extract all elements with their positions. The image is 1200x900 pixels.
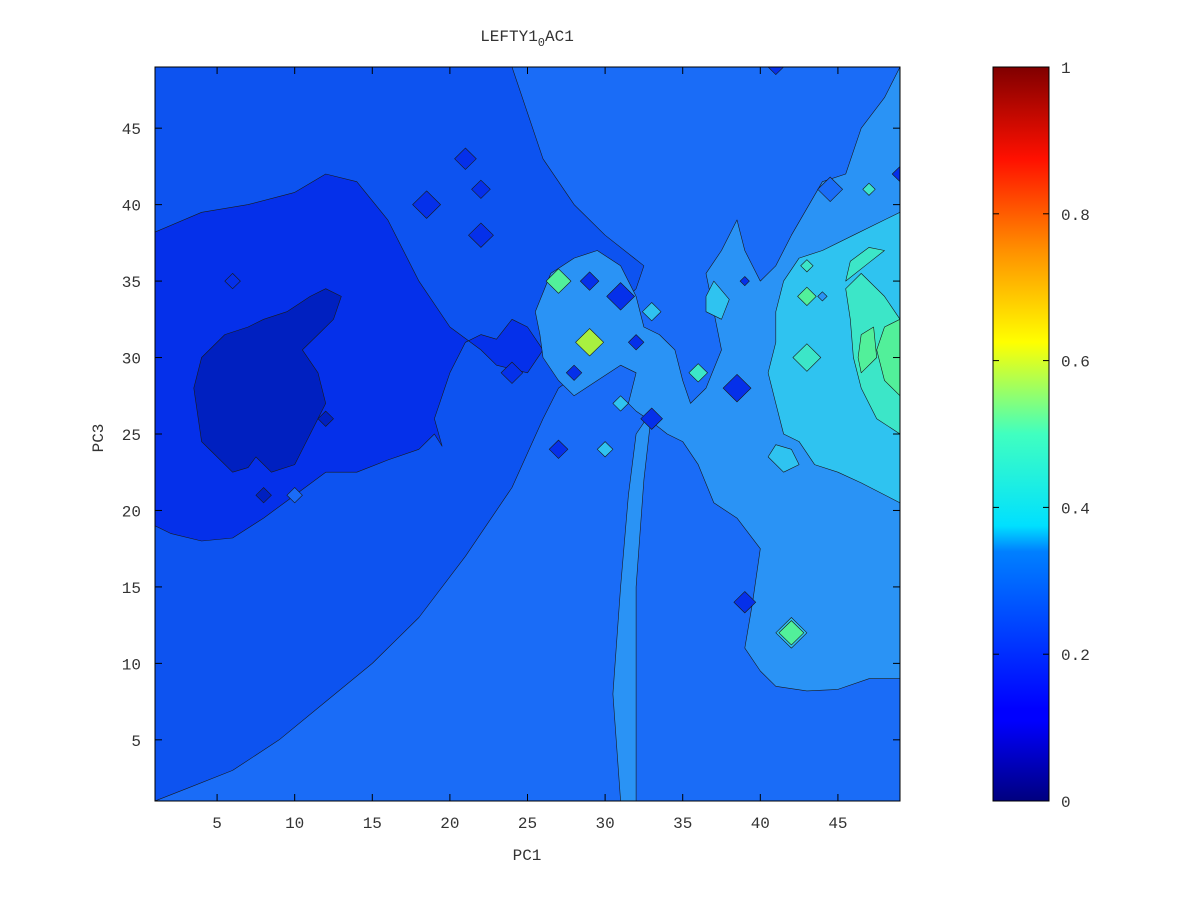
colorbar-tick-label-4: 0.8: [1061, 207, 1090, 225]
chart-title: LEFTY10AC1: [480, 28, 574, 50]
y-axis-label: PC3: [90, 424, 108, 453]
y-tick-label-25: 25: [122, 427, 141, 445]
y-tick-label-30: 30: [122, 351, 141, 369]
y-tick-label-20: 20: [122, 503, 141, 521]
contour-regions: [155, 67, 900, 801]
x-tick-label-35: 35: [673, 815, 692, 833]
x-tick-label-20: 20: [440, 815, 459, 833]
title-main: LEFTY1: [480, 28, 538, 46]
colorbar-tick-label-5: 1: [1061, 60, 1071, 78]
y-tick-label-5: 5: [131, 733, 141, 751]
colorbar-tick-label-2: 0.4: [1061, 500, 1090, 518]
colorbar: 0 0.2 0.4 0.6 0.8 1: [993, 60, 1090, 812]
title-tail: AC1: [545, 28, 574, 46]
x-tick-label-10: 10: [285, 815, 304, 833]
y-tick-label-45: 45: [122, 121, 141, 139]
x-tick-label-15: 15: [363, 815, 382, 833]
y-tick-label-10: 10: [122, 656, 141, 674]
x-tick-label-5: 5: [212, 815, 222, 833]
y-tick-label-40: 40: [122, 198, 141, 216]
x-tick-label-40: 40: [751, 815, 770, 833]
title-subscript: 0: [538, 36, 545, 50]
y-tick-label-35: 35: [122, 274, 141, 292]
x-axis-label: PC1: [513, 847, 542, 865]
colorbar-tick-label-0: 0: [1061, 794, 1071, 812]
x-tick-label-45: 45: [828, 815, 847, 833]
y-tick-label-15: 15: [122, 580, 141, 598]
x-tick-label-25: 25: [518, 815, 537, 833]
x-tick-label-30: 30: [596, 815, 615, 833]
plot-area: [155, 59, 908, 801]
colorbar-tick-label-3: 0.6: [1061, 354, 1090, 372]
colorbar-tick-label-1: 0.2: [1061, 647, 1090, 665]
colorbar-gradient: [993, 67, 1049, 801]
